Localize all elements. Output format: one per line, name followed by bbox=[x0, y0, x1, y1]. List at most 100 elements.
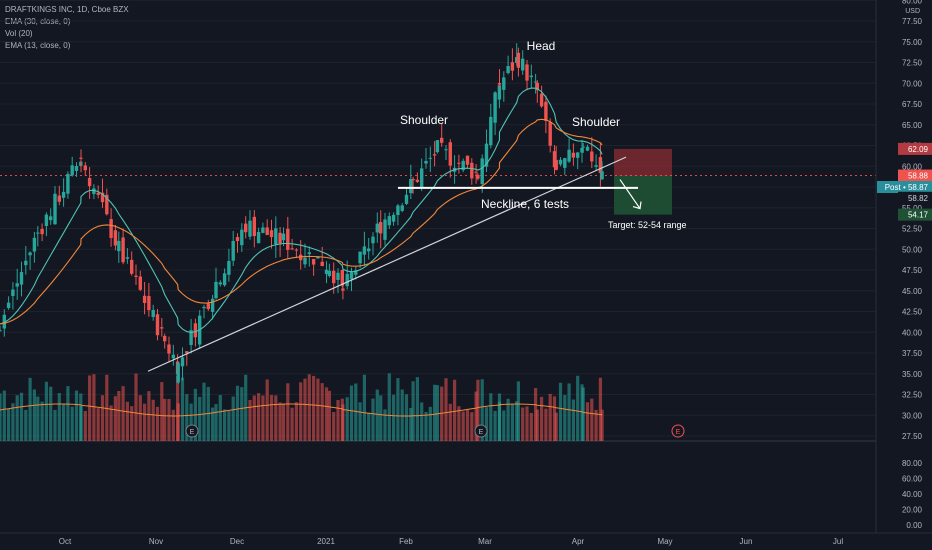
candle-body bbox=[24, 260, 28, 266]
ema30-line bbox=[0, 118, 603, 325]
volume-bar bbox=[32, 389, 36, 441]
volume-bar bbox=[286, 383, 290, 441]
price-tick-label: 65.00 bbox=[902, 121, 923, 130]
earnings-marker-label: E bbox=[479, 429, 484, 436]
candle-body bbox=[142, 295, 147, 304]
candle-body bbox=[113, 230, 118, 246]
candle-body bbox=[489, 116, 493, 146]
drawings[interactable] bbox=[147, 156, 642, 372]
volume-bar bbox=[290, 407, 294, 441]
volume-bar bbox=[594, 409, 598, 441]
volume-bar bbox=[525, 406, 529, 441]
candle-body bbox=[332, 270, 336, 284]
candle-body bbox=[345, 273, 349, 287]
candle-body bbox=[206, 303, 210, 310]
indicator-ema13[interactable]: EMA (13, close, 0) bbox=[5, 41, 71, 50]
candle-body bbox=[497, 85, 502, 100]
lower-tick-label: 80.00 bbox=[902, 459, 923, 468]
volume-bar bbox=[2, 390, 6, 441]
time-axis-label: 2021 bbox=[317, 537, 335, 546]
volume-bar bbox=[155, 406, 160, 441]
candle-body bbox=[244, 223, 248, 233]
candle-body bbox=[155, 314, 160, 336]
candle-body bbox=[320, 261, 324, 267]
candlesticks bbox=[0, 43, 604, 384]
ema-lines bbox=[0, 87, 603, 333]
volume-bar bbox=[70, 406, 74, 441]
candle-body bbox=[480, 158, 484, 184]
candle-body bbox=[358, 251, 362, 264]
time-axis-label: Apr bbox=[572, 537, 585, 546]
annotations: Shoulder Head Shoulder Neckline, 6 tests Tar… bbox=[185, 39, 687, 438]
volume-bar bbox=[484, 407, 489, 441]
volume-bar bbox=[211, 407, 215, 441]
candle-body bbox=[349, 272, 354, 280]
candle-body bbox=[404, 194, 409, 204]
candle-body bbox=[130, 259, 134, 274]
candle-body bbox=[40, 228, 44, 235]
candle-body bbox=[0, 330, 2, 332]
target-price-tag-bg bbox=[898, 208, 932, 221]
price-tick-label: 47.50 bbox=[902, 266, 923, 275]
price-tick-label: 72.50 bbox=[902, 59, 923, 68]
target-arrow bbox=[619, 179, 641, 209]
volume-bar bbox=[274, 395, 278, 441]
post-price-tag-bg bbox=[877, 181, 932, 193]
volume-bar bbox=[24, 409, 28, 441]
candle-body bbox=[411, 178, 415, 181]
candle-body bbox=[167, 344, 171, 354]
candle-body bbox=[497, 82, 502, 85]
volume-bar bbox=[88, 375, 92, 441]
candle-body bbox=[448, 142, 452, 166]
volume-bar bbox=[433, 384, 437, 441]
time-axis-label: Mar bbox=[478, 537, 492, 546]
candle-body bbox=[227, 260, 231, 275]
volume-bar bbox=[420, 402, 424, 441]
indicator-volume[interactable]: Vol (20) bbox=[5, 29, 33, 38]
volume-bar bbox=[240, 387, 244, 441]
symbol-title: DRAFTKINGS INC, 1D, Cboe BZX bbox=[5, 5, 129, 14]
price-tick-label: 30.00 bbox=[902, 411, 923, 420]
trendline[interactable] bbox=[147, 156, 627, 372]
candle-body bbox=[375, 223, 379, 233]
volume-bar bbox=[383, 409, 387, 441]
volume-bars bbox=[0, 373, 604, 441]
candle-body bbox=[567, 149, 571, 162]
candle-body bbox=[171, 354, 175, 359]
volume-bar bbox=[15, 395, 19, 441]
volume-bar bbox=[497, 393, 502, 441]
volume-bar bbox=[143, 403, 147, 441]
volume-bar bbox=[379, 395, 383, 441]
volume-bar bbox=[261, 395, 265, 441]
candle-body bbox=[180, 357, 185, 367]
volume-bar bbox=[474, 391, 478, 441]
candle-body bbox=[476, 174, 480, 179]
volume-bar bbox=[480, 379, 484, 441]
price-tick-label: 52.50 bbox=[902, 225, 923, 234]
candle-body bbox=[594, 165, 598, 167]
volume-bar bbox=[189, 403, 193, 441]
candle-body bbox=[222, 273, 227, 286]
time-axis-label: Oct bbox=[59, 537, 72, 546]
candle-body bbox=[278, 232, 282, 244]
volume-bar bbox=[269, 394, 274, 441]
candle-body bbox=[470, 162, 474, 179]
volume-bar bbox=[19, 392, 24, 441]
time-axis-label: Jul bbox=[833, 537, 843, 546]
candle-body bbox=[49, 216, 53, 221]
candle-body bbox=[218, 282, 222, 285]
candle-body bbox=[563, 158, 567, 168]
ema13-line bbox=[0, 87, 603, 333]
candle-body bbox=[340, 270, 344, 286]
candle-body bbox=[83, 165, 87, 171]
candle-body bbox=[585, 146, 590, 151]
price-tick-label: 75.00 bbox=[902, 38, 923, 47]
lower-tick-label: 40.00 bbox=[902, 490, 923, 499]
trade-zones bbox=[0, 148, 876, 215]
candle-body bbox=[539, 93, 544, 107]
volume-bar bbox=[600, 409, 604, 441]
price-tick-label: 42.50 bbox=[902, 308, 923, 317]
head-label: Head bbox=[527, 39, 556, 53]
